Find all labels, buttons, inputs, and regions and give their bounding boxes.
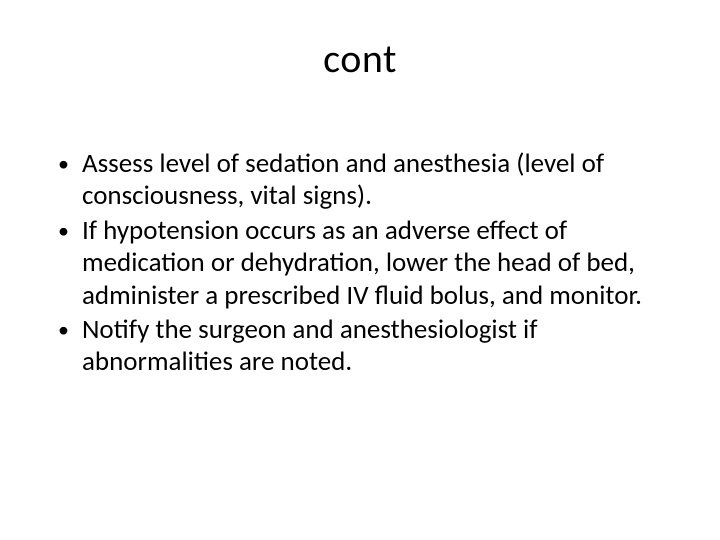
slide-body: Assess level of sedation and anesthesia …	[54, 148, 666, 381]
list-item: Assess level of sedation and anesthesia …	[54, 148, 666, 213]
slide-title: cont	[0, 34, 720, 83]
list-item: Notify the surgeon and anesthesiologist …	[54, 314, 666, 379]
list-item: If hypotension occurs as an adverse effe…	[54, 215, 666, 312]
bullet-list: Assess level of sedation and anesthesia …	[54, 148, 666, 379]
slide: cont Assess level of sedation and anesth…	[0, 0, 720, 540]
